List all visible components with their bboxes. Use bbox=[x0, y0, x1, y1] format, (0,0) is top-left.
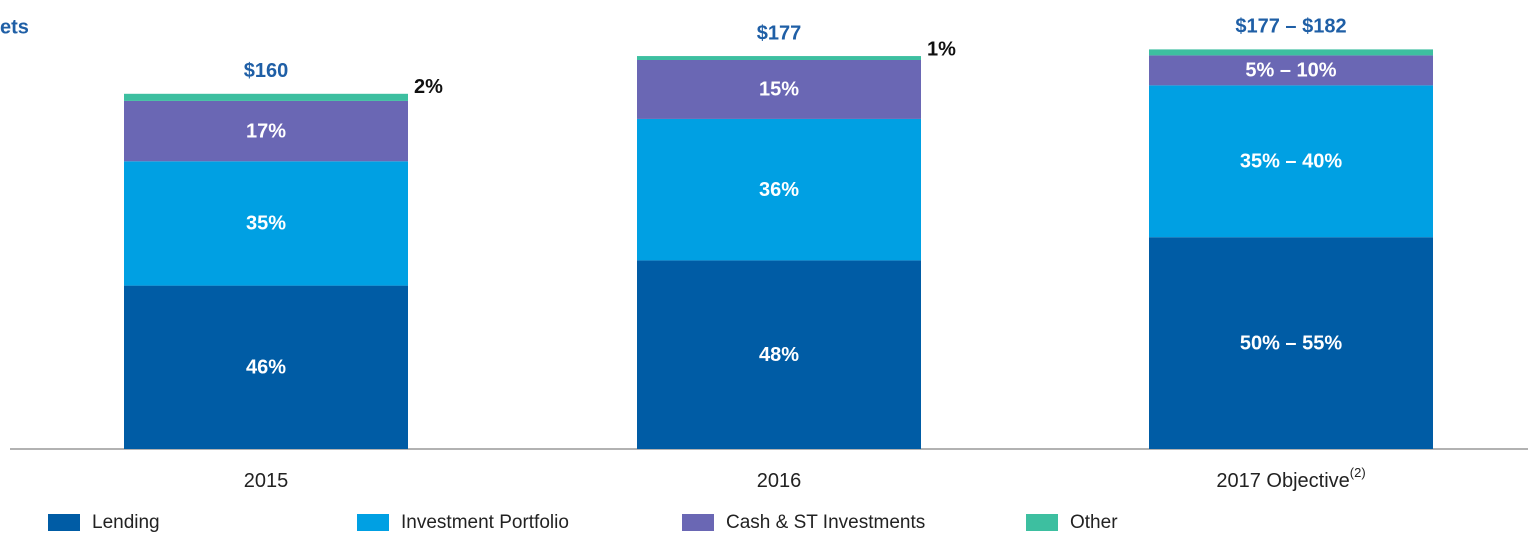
bar-segment bbox=[1149, 49, 1433, 56]
legend-label: Lending bbox=[92, 512, 160, 533]
bar-segment bbox=[124, 100, 408, 162]
legend-label: Other bbox=[1070, 512, 1118, 533]
legend-label: Cash & ST Investments bbox=[726, 512, 925, 533]
segment-label: 17% bbox=[246, 120, 286, 142]
x-tick-label: 2016 bbox=[757, 470, 802, 492]
category-name: 2017 Objective bbox=[1216, 470, 1349, 492]
legend-swatch bbox=[48, 514, 80, 531]
legend-swatch bbox=[357, 514, 389, 531]
segment-label: 50% – 55% bbox=[1240, 332, 1343, 354]
category-name: 2015 bbox=[244, 470, 289, 492]
footnote-marker: (2) bbox=[1350, 465, 1366, 480]
bar-segment bbox=[637, 118, 921, 261]
bar-segment bbox=[637, 260, 921, 449]
segment-label: 48% bbox=[759, 344, 799, 366]
segment-label: 1% bbox=[927, 38, 956, 60]
category-name: 2016 bbox=[757, 470, 802, 492]
segment-label: 2% bbox=[414, 76, 443, 98]
bar-segment bbox=[124, 93, 408, 101]
x-tick-label: 2015 bbox=[244, 470, 289, 492]
segment-label: 35% – 40% bbox=[1240, 151, 1343, 173]
bar-segment bbox=[1149, 237, 1433, 449]
bar-segment bbox=[637, 59, 921, 119]
chart-title: ets bbox=[0, 16, 29, 38]
segment-label: 36% bbox=[759, 179, 799, 201]
legend-swatch bbox=[682, 514, 714, 531]
segment-label: 5% – 10% bbox=[1245, 60, 1336, 82]
bar-segment bbox=[1149, 55, 1433, 86]
legend-swatch bbox=[1026, 514, 1058, 531]
total-label: $160 bbox=[244, 60, 289, 82]
bar-segment bbox=[124, 285, 408, 449]
bar-segment bbox=[1149, 85, 1433, 238]
bar-segment bbox=[124, 161, 408, 286]
bar-segment bbox=[637, 56, 921, 60]
segment-label: 15% bbox=[759, 79, 799, 101]
segment-label: 46% bbox=[246, 357, 286, 379]
legend-label: Investment Portfolio bbox=[401, 512, 569, 533]
total-label: $177 – $182 bbox=[1235, 16, 1346, 38]
total-label: $177 bbox=[757, 22, 802, 44]
x-tick-label: 2017 Objective(2) bbox=[1216, 465, 1365, 492]
segment-label: 35% bbox=[246, 213, 286, 235]
